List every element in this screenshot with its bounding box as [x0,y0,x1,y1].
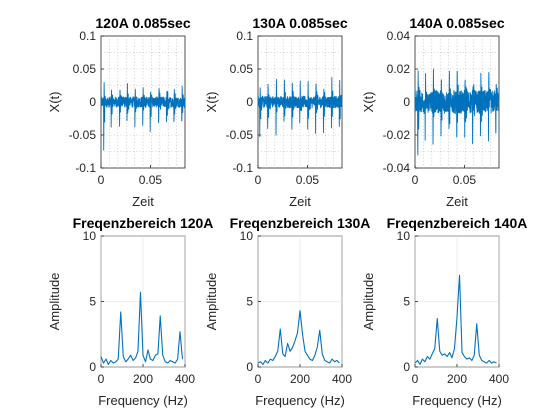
y-tick-label: 5 [403,295,410,309]
y-tick-label: 0.05 [73,62,97,76]
series-line [100,82,186,151]
x-tick-label: 0 [255,372,262,386]
y-tick-label: -0.1 [232,161,253,175]
series-line [257,77,343,138]
x-tick-label: 400 [332,372,352,386]
y-tick-label: 10 [397,229,411,243]
subplot-title: Freqenzbereich 120A [73,215,214,231]
x-tick-label: 400 [489,372,509,386]
subplot-title: Freqenzbereich 140A [387,215,528,231]
y-tick-label: -0.02 [383,128,411,142]
y-tick-label: -0.05 [69,128,97,142]
x-tick-label: 200 [447,372,467,386]
x-tick-label: 0.05 [453,173,477,187]
x-tick-label: 0.05 [296,173,320,187]
y-axis-label: X(t) [47,92,62,113]
x-tick-label: 0 [412,372,419,386]
x-axis-label: Frequency (Hz) [255,393,345,408]
x-axis-label: Zeit [289,194,311,209]
x-axis-label: Frequency (Hz) [412,393,502,408]
y-tick-label: 0 [403,360,410,374]
y-tick-label: 10 [240,229,254,243]
series-line [414,274,497,365]
y-tick-label: -0.04 [383,161,411,175]
x-axis-label: Frequency (Hz) [98,393,188,408]
x-tick-label: 200 [290,372,310,386]
y-axis-label: Amplitude [47,273,62,331]
x-tick-label: 200 [133,372,153,386]
y-tick-label: 0.05 [230,62,254,76]
x-tick-label: 0 [255,173,262,187]
y-axis-label: Amplitude [361,273,376,331]
y-tick-label: 0 [403,95,410,109]
x-tick-label: 0 [412,173,419,187]
series-line [257,310,340,365]
y-tick-label: 0 [89,95,96,109]
y-axis-label: X(t) [204,92,219,113]
subplot-title: 140A 0.085sec [409,15,504,31]
y-tick-label: 10 [83,229,97,243]
y-tick-label: 0.1 [79,29,96,43]
y-tick-label: 0.1 [236,29,253,43]
x-tick-label: 0.05 [139,173,163,187]
x-axis-label: Zeit [446,194,468,209]
y-tick-label: 0.02 [387,62,411,76]
y-tick-label: -0.05 [226,128,254,142]
x-axis-label: Zeit [132,194,154,209]
y-tick-label: 0 [246,95,253,109]
subplot-title: Freqenzbereich 130A [230,215,371,231]
y-tick-label: 0.04 [387,29,411,43]
x-tick-label: 400 [175,372,195,386]
subplot-title: 130A 0.085sec [252,15,347,31]
series-line [100,291,184,365]
subplot-title: 120A 0.085sec [95,15,190,31]
x-tick-label: 0 [98,173,105,187]
y-axis-label: Amplitude [204,273,219,331]
y-axis-label: X(t) [361,92,376,113]
y-tick-label: -0.1 [75,161,96,175]
y-tick-label: 0 [89,360,96,374]
y-tick-label: 0 [246,360,253,374]
y-tick-label: 5 [246,295,253,309]
x-tick-label: 0 [98,372,105,386]
y-tick-label: 5 [89,295,96,309]
series-line [414,68,500,156]
